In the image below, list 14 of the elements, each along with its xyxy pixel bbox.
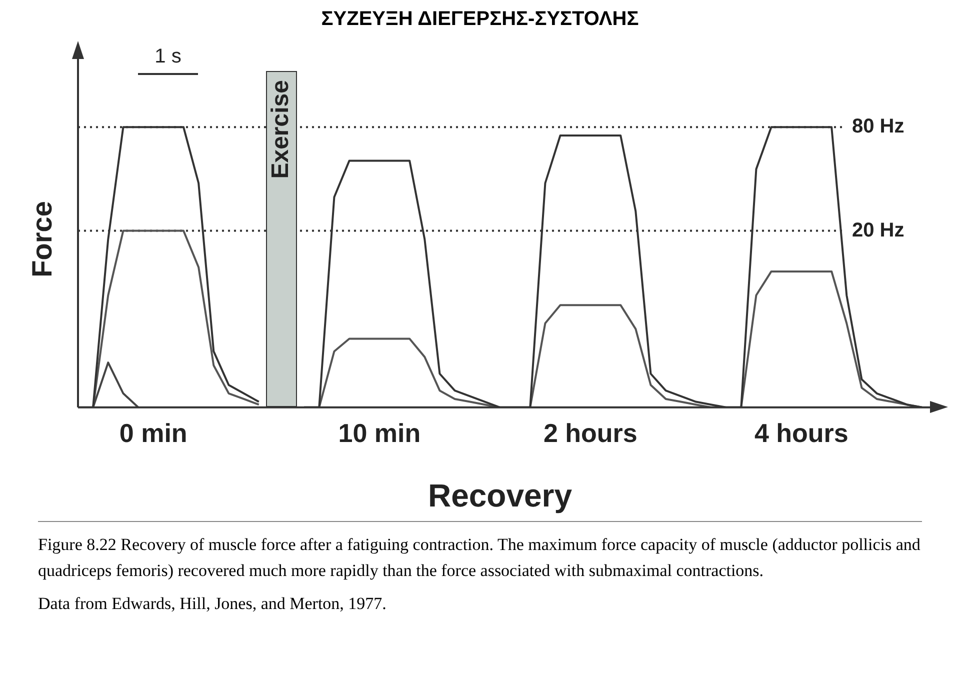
x-tick-label: 4 hours: [754, 418, 848, 448]
x-tick-label: 2 hours: [543, 418, 638, 448]
text: Data from Edwards, Hill, Jones, and Merton, 1977.: [38, 593, 388, 615]
y-axis-title: Force: [26, 201, 58, 278]
ref-line-label: 20 Hz: [852, 219, 904, 242]
annotation: Exercise: [267, 80, 296, 179]
caption: Figure 8.22 Recovery of muscle force after a fatiguing contraction. The maximum force capacity of muscle (adductor pollicis and quadriceps femoris) recovered much more rapidly than the force associated with submaximal contractions.: [38, 534, 922, 582]
ref-line-label: 80 Hz: [852, 116, 904, 138]
chart-title: ΣΥΖΕΥΞΗ ΔΙΕΓΕΡΣΗΣ-ΣΥΣΤΟΛΗΣ: [320, 8, 640, 31]
x-axis-title: Recovery: [428, 478, 572, 514]
text: 1 s: [154, 46, 182, 68]
x-tick-label: 10 min: [338, 418, 421, 448]
exercise-block: Exercise: [266, 71, 297, 408]
x-tick-label: 0 min: [119, 418, 188, 448]
